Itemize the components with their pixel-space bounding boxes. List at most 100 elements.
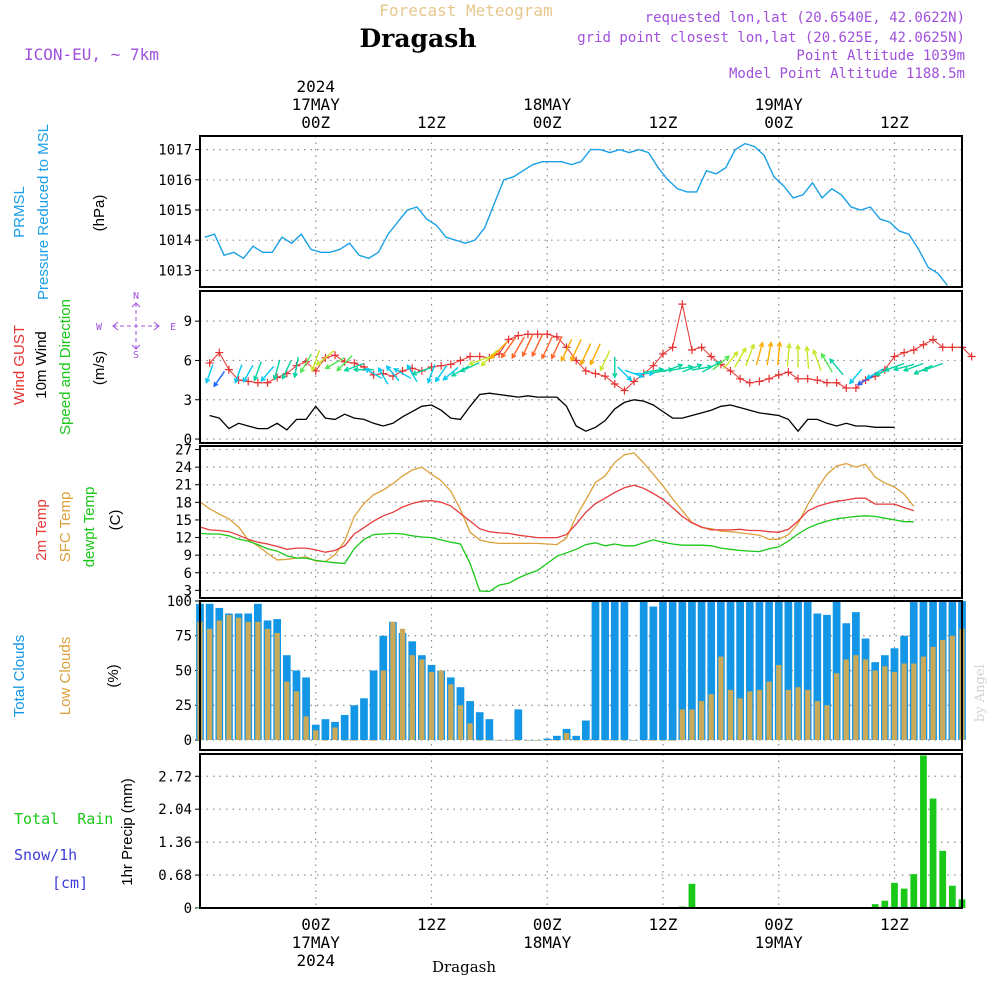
- wind-arrow: [377, 366, 389, 385]
- precip-bar: [939, 850, 947, 908]
- wind-arrow-shaft: [821, 353, 833, 373]
- gust-marker: [552, 332, 561, 341]
- wind-arrow: [856, 375, 874, 386]
- low-cloud-bar: [226, 614, 232, 740]
- low-cloud-bar: [486, 739, 492, 741]
- wind-arrow-head: [242, 377, 248, 384]
- gust-marker: [900, 348, 909, 357]
- wind-gust-line: [209, 303, 972, 392]
- gust-marker: [215, 348, 224, 357]
- gust-marker: [842, 383, 851, 392]
- wind-arrow: [820, 352, 833, 373]
- total-cloud-bar: [659, 601, 667, 740]
- bottom-time-label: 12Z: [649, 915, 678, 934]
- wind-arrow-shaft: [378, 367, 389, 385]
- gust-marker: [745, 378, 754, 387]
- precip-bar: [900, 888, 908, 908]
- wind-arrow-shaft: [857, 375, 874, 386]
- gust-marker: [591, 369, 600, 378]
- wind-arrow-shaft: [531, 333, 544, 357]
- gust-marker: [755, 377, 764, 386]
- wind-gust-markers: [205, 300, 976, 395]
- bottom-time-label: 18MAY: [523, 933, 572, 952]
- gust-marker: [350, 359, 359, 368]
- requested-coords: requested lon,lat (20.6540E, 42.0622N): [645, 10, 965, 26]
- wind-arrow-shaft: [589, 343, 601, 365]
- low-cloud-bar: [506, 739, 512, 741]
- bottom-time-label: 19MAY: [755, 933, 804, 952]
- precip-grid: [200, 754, 962, 908]
- low-cloud-bar: [583, 739, 589, 741]
- gust-marker: [523, 330, 532, 339]
- wind-arrow: [489, 341, 508, 360]
- wind-arrow-shaft: [427, 364, 436, 383]
- top-time-label: 2024: [296, 77, 335, 96]
- precip-bar: [688, 883, 696, 908]
- gust-marker: [504, 335, 513, 344]
- pressure-label-2: Pressure Reduced to MSL: [35, 124, 52, 300]
- y-tick-label: 9: [184, 314, 192, 330]
- low-cloud-bar: [891, 671, 898, 740]
- wind-speed-label: 10m Wind: [33, 331, 50, 399]
- gust-marker: [340, 357, 349, 366]
- wind-arrow-shaft: [723, 351, 738, 370]
- wind-arrow-shaft: [281, 360, 292, 379]
- wind-arrow-head: [272, 374, 279, 381]
- wind-arrow: [589, 343, 601, 366]
- bottom-time-label: 2024: [296, 951, 335, 970]
- wind-direction-arrows: [205, 333, 943, 388]
- wind-arrow: [352, 366, 374, 373]
- wind-arrow-head: [324, 364, 331, 370]
- frame-temp: [199, 445, 963, 599]
- wind-arrow: [310, 350, 321, 372]
- model-name: ICON-EU, ~ 7km: [24, 45, 159, 64]
- total-cloud-bar: [745, 601, 754, 740]
- low-cloud-bar: [718, 656, 724, 740]
- y-tick-label: 18: [175, 495, 192, 511]
- clouds-y-ticks: 0 25 50 75 100: [167, 594, 200, 749]
- wind-arrow: [393, 368, 412, 379]
- low-cloud-bar: [322, 739, 328, 741]
- top-time-label: 19MAY: [755, 95, 804, 114]
- gust-marker: [832, 378, 841, 387]
- wind-arrow-shaft: [691, 365, 712, 371]
- gust-marker: [620, 386, 629, 395]
- total-cloud-bar: [360, 698, 368, 740]
- gust-marker: [466, 352, 475, 361]
- wind-arrow-shaft: [393, 368, 412, 379]
- wind-arrow-shaft: [560, 338, 573, 361]
- snow-units: [cm]: [52, 874, 88, 892]
- dewpoint-label: dewpt Temp: [81, 487, 98, 568]
- precip-ylabel: 1hr Precip (mm): [119, 778, 136, 886]
- y-tick-label: 0: [184, 733, 192, 749]
- total-cloud-bar: [832, 601, 841, 740]
- wind-arrow: [511, 336, 525, 360]
- wind-arrow-head: [865, 374, 872, 380]
- low-cloud-bar: [824, 705, 830, 740]
- cloud-bars: [196, 601, 966, 741]
- wind-arrow: [343, 362, 365, 372]
- wind-arrow: [541, 336, 553, 360]
- precip-bar: [929, 798, 937, 908]
- model-altitude: Model Point Altitude 1188.5m: [729, 66, 965, 82]
- wind-arrow-shaft: [490, 341, 508, 359]
- total-cloud-bar: [736, 601, 745, 740]
- wind-arrow-shaft: [344, 362, 365, 372]
- credit: by Angel: [973, 664, 988, 722]
- low-cloud-bar: [708, 694, 714, 740]
- top-time-label: 12Z: [649, 113, 678, 132]
- low-cloud-bar: [534, 739, 541, 741]
- total-cloud-bar: [803, 601, 812, 740]
- y-tick-label: 0: [184, 432, 192, 448]
- compass-s: S: [133, 350, 139, 361]
- frame-pressure: [199, 135, 963, 288]
- low-clouds-label: Low Clouds: [57, 637, 74, 715]
- wind-arrow-shaft: [866, 368, 884, 379]
- low-cloud-bar: [631, 739, 637, 741]
- wind-arrow-head: [205, 377, 211, 384]
- top-time-label: 17MAY: [292, 95, 341, 114]
- total-cloud-bar: [553, 735, 561, 740]
- wind-arrow-shaft: [806, 346, 810, 369]
- low-cloud-bar: [592, 739, 599, 741]
- wind-arrow-head: [315, 360, 322, 366]
